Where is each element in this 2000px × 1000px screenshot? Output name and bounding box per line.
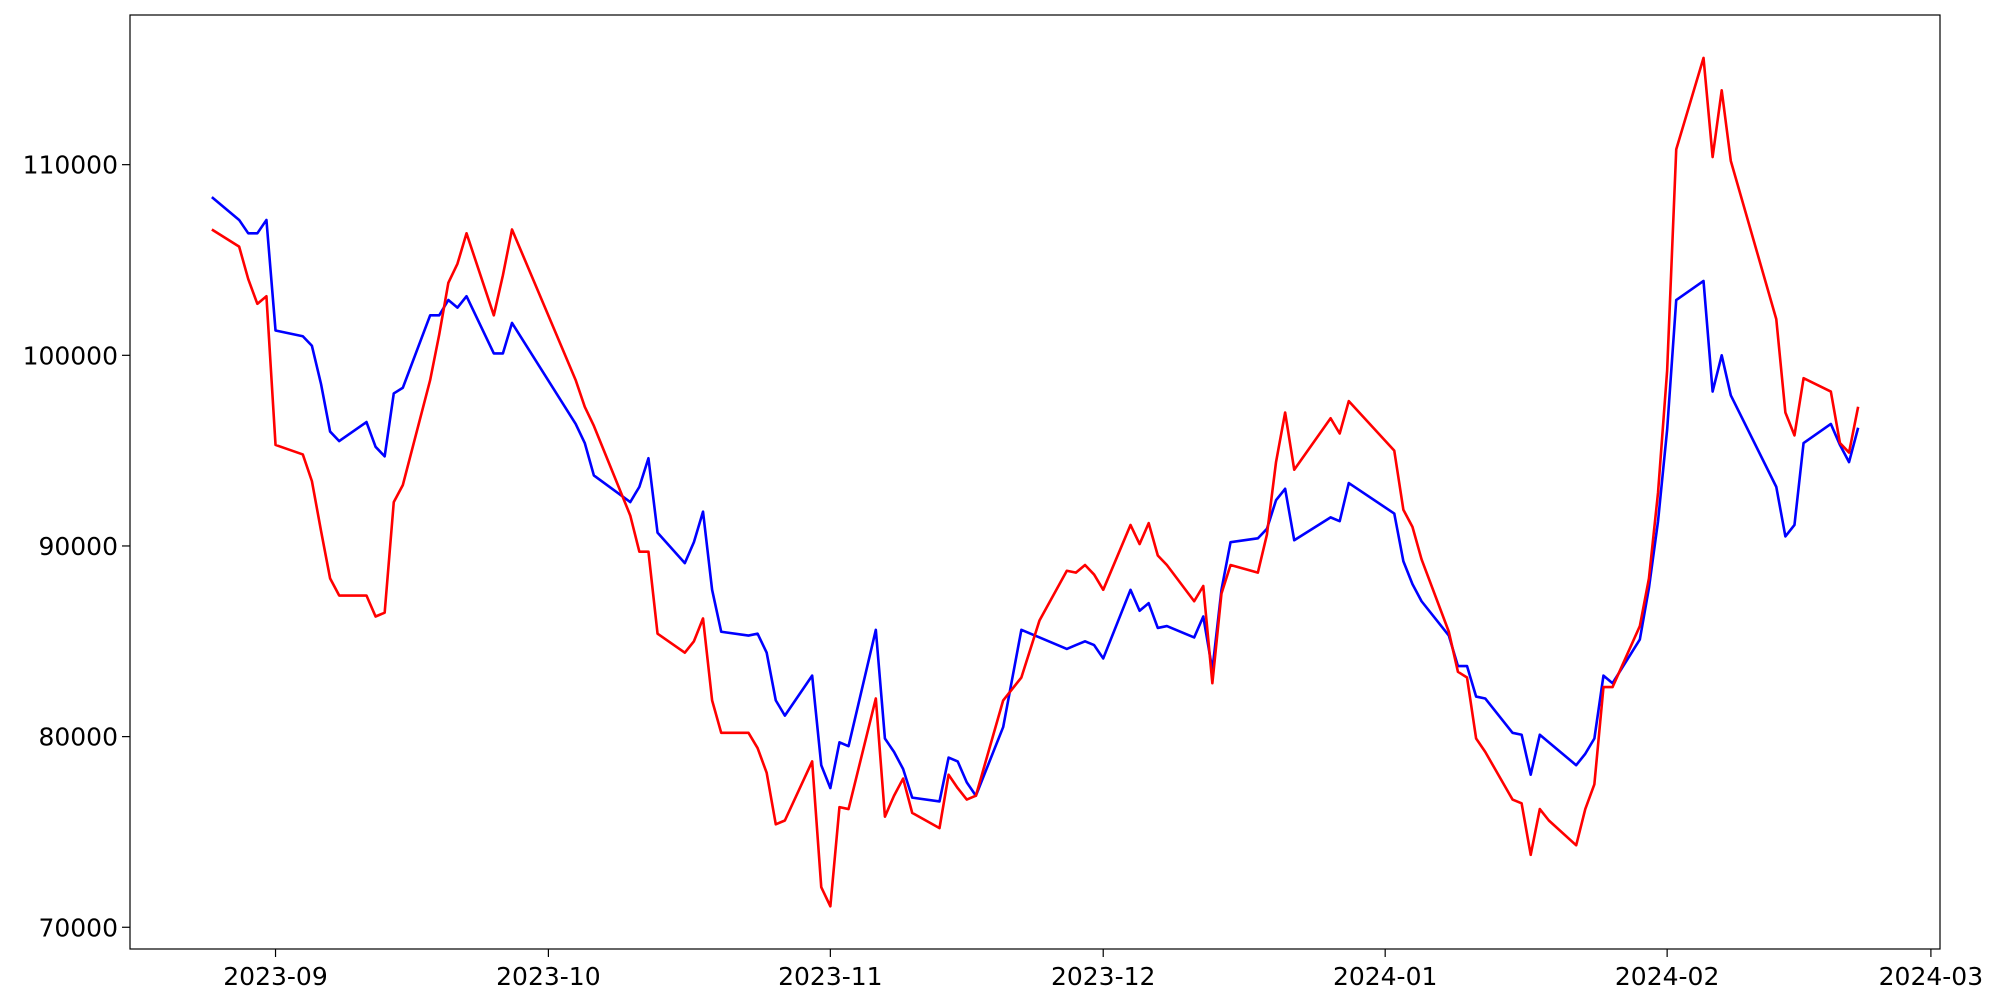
y-tick-label: 100000 [23, 341, 118, 370]
y-tick-label: 80000 [38, 723, 118, 752]
line-series [211, 196, 1860, 803]
y-tick-label: 70000 [38, 913, 118, 942]
y-tick-label: 110000 [23, 151, 118, 180]
x-tick-label: 2023-09 [223, 962, 327, 991]
x-tick-label: 2023-12 [1051, 962, 1155, 991]
x-tick-label: 2023-10 [496, 962, 600, 991]
plot-frame [129, 14, 1941, 950]
x-tick-label: 2024-02 [1615, 962, 1719, 991]
y-tick-label: 90000 [38, 532, 118, 561]
x-tick-label: 2023-11 [778, 962, 882, 991]
x-tick-label: 2024-01 [1333, 962, 1437, 991]
x-tick-label: 2024-03 [1879, 962, 1983, 991]
line-series [211, 56, 1860, 908]
